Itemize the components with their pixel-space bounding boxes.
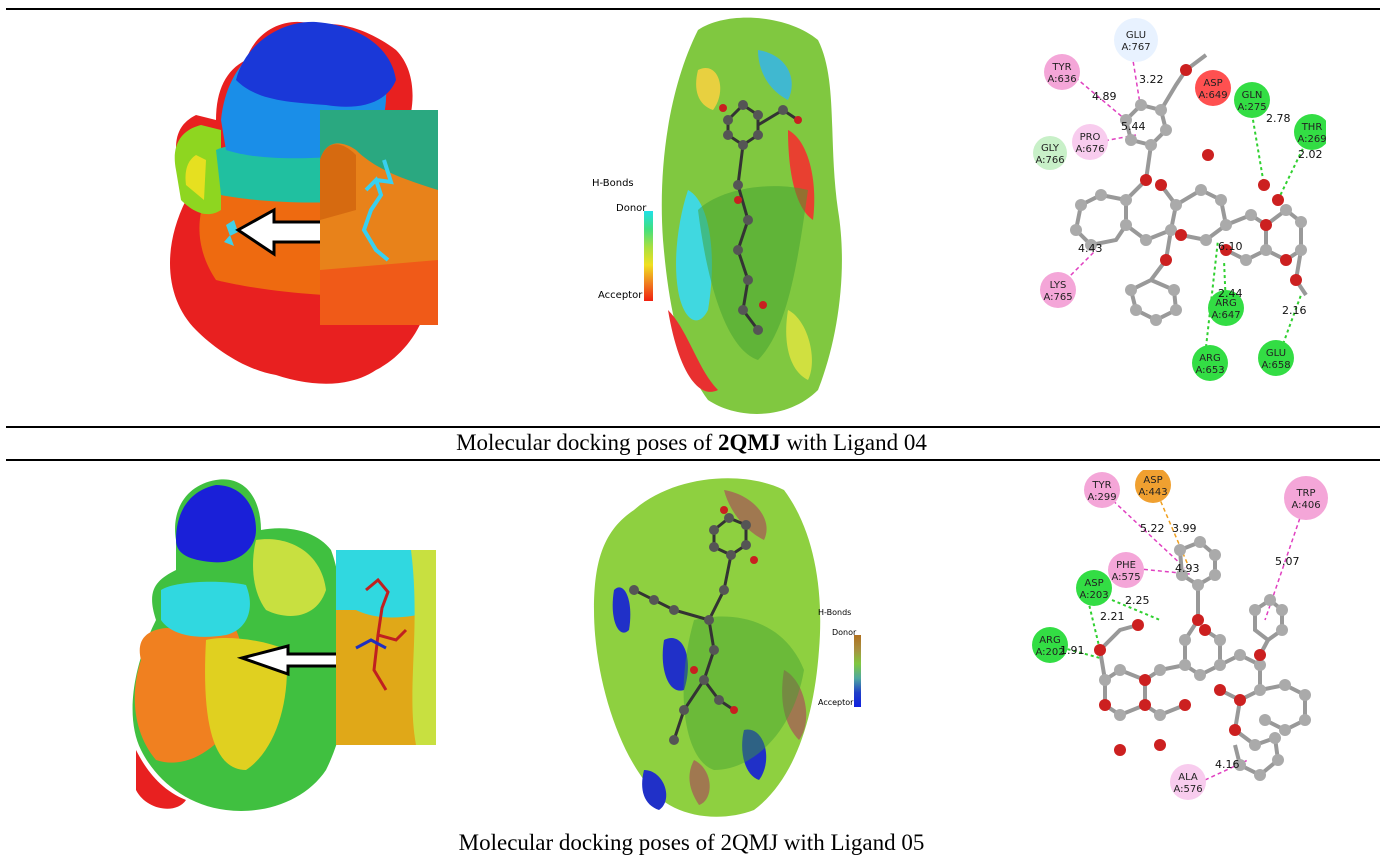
distance-label: 3.22 (1139, 73, 1164, 86)
residue-circle (1170, 764, 1206, 800)
residue-label: ASP (1143, 475, 1162, 486)
residue-id: A:676 (1075, 144, 1104, 155)
distance-label: 2.78 (1266, 112, 1291, 125)
residue-id: A:202 (1035, 647, 1064, 658)
residue-circle (1258, 340, 1294, 376)
table-mid-rule-2 (6, 459, 1380, 461)
residue-label: TRP (1295, 488, 1315, 499)
caption-pdb-id: 2QMJ (717, 430, 781, 455)
figure-caption-ligand-05: Molecular docking poses of 2QMJ with Lig… (458, 830, 925, 855)
distance-label: 2.21 (1100, 610, 1125, 623)
distance-label: 2.25 (1125, 594, 1150, 607)
residue-label: ALA (1178, 772, 1198, 783)
residue-id: A:636 (1047, 74, 1076, 85)
legend-title: H-Bonds (818, 608, 852, 617)
legend-gradient-bar (644, 211, 653, 301)
legend-donor-label: Donor (616, 203, 647, 214)
distance-label: 2.44 (1218, 287, 1243, 300)
residue-id: A:653 (1195, 365, 1224, 376)
distance-label: 3.99 (1172, 522, 1197, 535)
residue-id: A:649 (1198, 90, 1227, 101)
docking-row-ligand-04: H-Bonds Donor Acceptor (6, 10, 1380, 425)
legend-acceptor-label: Acceptor (818, 698, 854, 707)
residue-circle (1044, 54, 1080, 90)
residue-id: A:275 (1237, 102, 1266, 113)
legend-donor-label: Donor (832, 628, 857, 637)
hbond-legend-2: H-Bonds Donor Acceptor (814, 608, 874, 718)
residue-circle (1294, 114, 1326, 150)
hbond-surface-image-2 (594, 478, 821, 817)
residue-label: THR (1301, 122, 1323, 133)
residue-circle (1114, 18, 1158, 62)
residue-id: A:766 (1035, 155, 1064, 166)
residue-id: A:269 (1297, 134, 1326, 145)
residue-circle (1033, 136, 1067, 170)
residue-id: A:406 (1291, 500, 1320, 511)
protein-surface-image-1 (169, 21, 438, 384)
docking-row-ligand-05: H-Bonds Donor Acceptor (6, 470, 1380, 830)
residue-label: PHE (1116, 560, 1136, 571)
legend-acceptor-label: Acceptor (598, 290, 643, 301)
distance-label: 4.43 (1078, 242, 1103, 255)
residue-label: PRO (1080, 132, 1101, 143)
distance-label: 4.93 (1175, 562, 1200, 575)
residue-id: A:203 (1079, 590, 1108, 601)
distance-label: 4.89 (1092, 90, 1117, 103)
residue-label: ARG (1039, 635, 1061, 646)
distance-label: 1.91 (1060, 644, 1085, 657)
residue-circle (1195, 70, 1231, 106)
residue-circle (1284, 476, 1328, 520)
residue-circle (1108, 552, 1144, 588)
table-top-rule (6, 8, 1380, 10)
residue-circle (1032, 627, 1068, 663)
residue-circle (1192, 345, 1228, 381)
residue-id: A:767 (1121, 42, 1150, 53)
residue-circle (1135, 470, 1171, 503)
residue-id: A:576 (1173, 784, 1202, 795)
legend-gradient-bar (854, 635, 861, 707)
residue-label: GLN (1242, 90, 1263, 101)
residue-label: GLU (1126, 30, 1146, 41)
residue-circle (1208, 290, 1244, 326)
residue-id: A:765 (1043, 292, 1072, 303)
residue-id: A:647 (1211, 310, 1240, 321)
residue-label: GLY (1041, 143, 1060, 154)
residue-label: LYS (1050, 280, 1067, 291)
hbond-legend-1: H-Bonds Donor Acceptor (584, 178, 654, 318)
residue-label: ARG (1199, 353, 1221, 364)
residue-label: ASP (1084, 578, 1103, 589)
figure-caption-ligand-04: Molecular docking poses of 2QMJ with Lig… (0, 430, 1383, 456)
distance-label: 2.02 (1298, 148, 1323, 161)
distance-label: 2.16 (1282, 304, 1307, 317)
table-mid-rule-1 (6, 426, 1380, 428)
legend-title: H-Bonds (592, 178, 634, 189)
interaction-diagram-2: TYR A:299 ASP A:443 TRP A:406 PHE A:575 … (1032, 470, 1328, 800)
residue-circle (1234, 82, 1270, 118)
residue-circle (1076, 570, 1112, 606)
residue-id: A:575 (1111, 572, 1140, 583)
caption-prefix: Molecular docking poses of (456, 430, 718, 455)
residue-circle (1040, 272, 1076, 308)
residue-circle (1084, 472, 1120, 508)
distance-label: 5.07 (1275, 555, 1300, 568)
residue-id: A:443 (1138, 487, 1167, 498)
residue-label: TYR (1051, 62, 1071, 73)
residue-label: ARG (1215, 298, 1237, 309)
hbond-surface-image-1 (661, 17, 842, 414)
residue-id: A:658 (1261, 360, 1290, 371)
protein-surface-image-2 (132, 479, 436, 811)
residue-label: GLU (1266, 348, 1286, 359)
distance-label: 5.22 (1140, 522, 1165, 535)
distance-label: 5.44 (1121, 120, 1146, 133)
distance-label: 4.16 (1215, 758, 1240, 771)
distance-label: 6.10 (1218, 240, 1243, 253)
interaction-diagram-1: GLU A:767 TYR A:636 ASP A:649 GLN A:275 … (1033, 18, 1326, 381)
residue-circle (1072, 124, 1108, 160)
caption-suffix: with Ligand 04 (780, 430, 927, 455)
residue-id: A:299 (1087, 492, 1116, 503)
residue-label: TYR (1091, 480, 1111, 491)
residue-label: ASP (1203, 78, 1222, 89)
